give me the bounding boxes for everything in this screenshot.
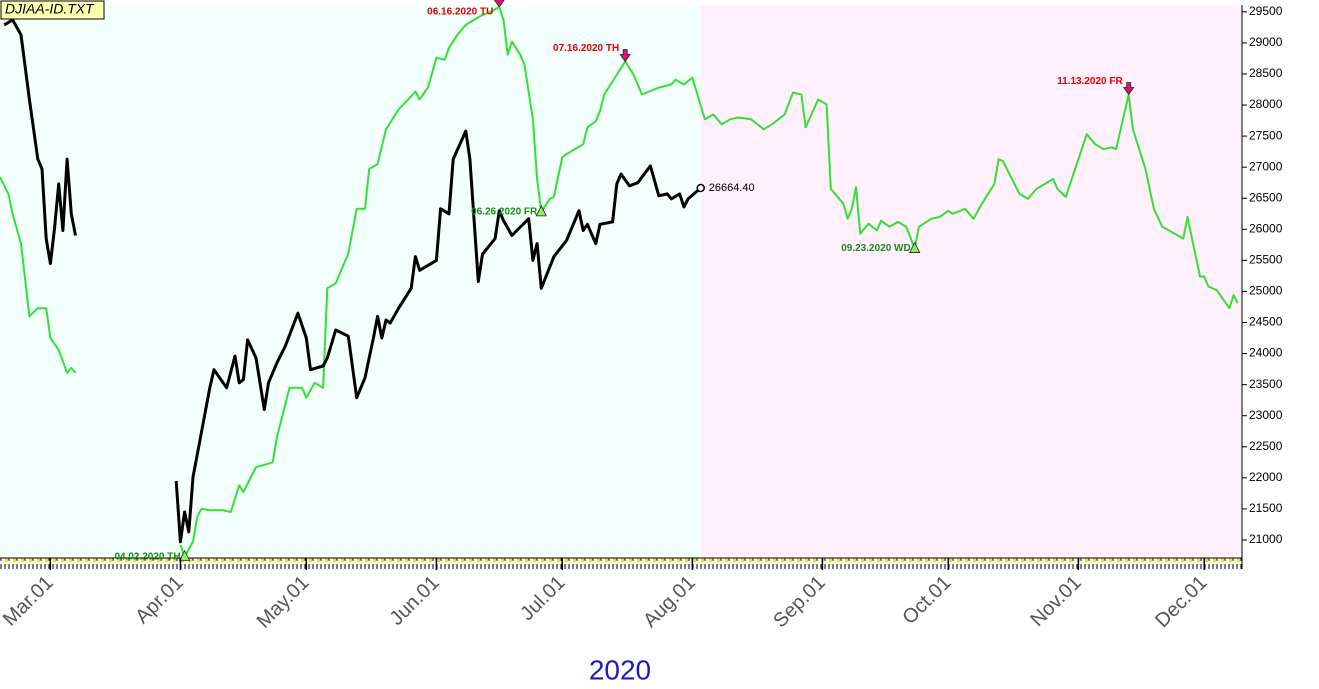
high-label: 07.16.2020 TH: [553, 43, 619, 54]
y-tick-label: 22000: [1249, 470, 1283, 484]
y-tick-label: 29500: [1249, 4, 1283, 18]
low-marker: [535, 205, 547, 217]
y-tick-label: 23000: [1249, 408, 1283, 422]
x-tick-label: Jul.01: [516, 572, 569, 625]
history-shade: [0, 5, 701, 558]
plot: 04.02.2020 TH 06.16.2020 TU 06.26.2020 FR 0…: [0, 0, 1239, 562]
last-marker: [696, 183, 705, 193]
x-tick-label: Nov.01: [1026, 572, 1085, 631]
x-tick-label: Dec.01: [1151, 572, 1211, 632]
y-tick-label: 24000: [1249, 346, 1283, 360]
y-tick-label: 25000: [1249, 284, 1283, 298]
high-label: 06.16.2020 TU: [427, 7, 493, 18]
series-line: [3, 18, 77, 265]
last-label: 26664.40: [709, 182, 755, 194]
low-label: 06.26.2020 FR: [471, 207, 538, 218]
y-tick-label: 24500: [1249, 315, 1283, 329]
high-marker: [619, 49, 631, 63]
x-tick-label: Aug.01: [639, 572, 699, 632]
x-axis-title: 2020: [589, 654, 651, 685]
y-tick-label: 28500: [1249, 66, 1283, 80]
x-tick-label: Jun.01: [386, 572, 444, 630]
low-label: 09.23.2020 WD: [841, 243, 911, 254]
high-marker: [493, 0, 505, 8]
low-marker: [178, 549, 191, 562]
y-tick-label: 28000: [1249, 97, 1283, 111]
series-line: [0, 176, 77, 374]
low-label: 04.02.2020 TH: [114, 551, 180, 562]
high-marker: [1122, 82, 1135, 96]
x-tick-label: Sep.01: [769, 572, 829, 632]
x-tick-label: Mar.01: [0, 572, 58, 631]
x-tick-label: Apr.01: [131, 572, 187, 628]
file-label: DJIAA-ID.TXT: [5, 1, 95, 17]
y-tick-label: 26500: [1249, 190, 1283, 204]
forecast-shade: [700, 5, 1242, 558]
series-line: [174, 129, 702, 544]
x-tick-label: Oct.01: [898, 572, 955, 629]
y-tick-label: 26000: [1249, 221, 1283, 235]
high-label: 11.13.2020 FR: [1057, 76, 1123, 87]
y-tick-label: 29000: [1249, 35, 1283, 49]
day-strip: [0, 558, 1242, 569]
y-tick-label: 27500: [1249, 128, 1283, 142]
y-tick-label: 21500: [1249, 501, 1283, 515]
file-label-box: [0, 0, 105, 20]
y-tick-label: 22500: [1249, 439, 1283, 453]
y-tick-label: 25500: [1249, 253, 1283, 267]
low-marker: [909, 241, 921, 253]
y-tick-label: 27000: [1249, 159, 1283, 173]
y-tick-label: 21000: [1249, 532, 1283, 546]
series-line: [179, 5, 1239, 558]
x-tick-label: May.01: [253, 572, 314, 633]
y-tick-label: 23500: [1249, 377, 1283, 391]
